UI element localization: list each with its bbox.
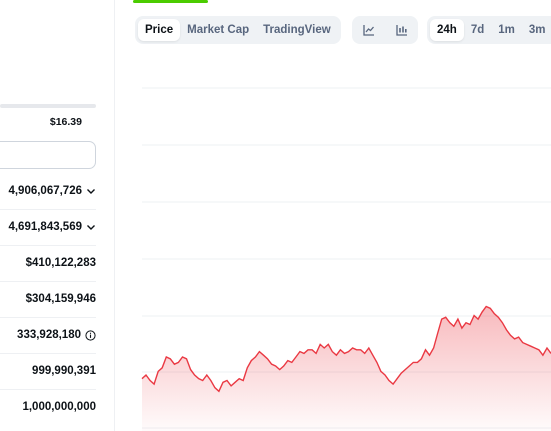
chevron-down-icon[interactable] — [86, 186, 96, 196]
time-range-tabs: 24h 7d 1m 3m — [427, 16, 551, 44]
tab-7d[interactable]: 7d — [470, 24, 485, 36]
active-section-indicator — [133, 0, 208, 3]
stat-row: 4,691,843,569 — [0, 209, 96, 246]
line-chart-icon[interactable] — [359, 20, 379, 40]
stat-row: $304,159,946 — [0, 281, 96, 318]
tab-tradingview[interactable]: TradingView — [263, 24, 331, 36]
chart-style-toggle — [352, 16, 418, 44]
stat-row: 1,000,000,000 — [0, 389, 96, 425]
tab-1m[interactable]: 1m — [498, 24, 515, 36]
stat-value: $304,159,946 — [25, 293, 96, 305]
stat-value: 4,691,843,569 — [8, 221, 82, 233]
price-area-fill — [142, 306, 551, 431]
stats-panel: $16.39 4,906,067,726 4,691,843,569 $410,12… — [0, 0, 115, 431]
price-range-bar — [0, 104, 96, 108]
stat-value: 333,928,180 — [17, 329, 81, 341]
converter-input[interactable] — [0, 141, 96, 169]
stat-row: 4,906,067,726 — [0, 173, 96, 210]
chart-view-tabs: Price Market Cap TradingView — [135, 16, 341, 44]
candlestick-chart-icon[interactable] — [392, 20, 412, 40]
stat-value: 1,000,000,000 — [22, 401, 96, 413]
stat-value: 999,990,391 — [32, 365, 96, 377]
stat-row: 999,990,391 — [0, 353, 96, 390]
stat-row: $410,122,283 — [0, 245, 96, 282]
price-line — [141, 305, 551, 393]
tab-24h[interactable]: 24h — [430, 19, 464, 41]
tab-3m[interactable]: 3m — [528, 24, 546, 36]
range-high-value: $16.39 — [49, 116, 82, 128]
chevron-down-icon[interactable] — [86, 222, 96, 232]
stat-value: $410,122,283 — [25, 257, 96, 269]
tab-price[interactable]: Price — [138, 19, 181, 41]
price-range: $16.39 — [0, 104, 100, 138]
tab-market-cap[interactable]: Market Cap — [187, 24, 250, 36]
stat-value: 4,906,067,726 — [8, 185, 82, 197]
stat-row: 333,928,180 — [0, 317, 96, 354]
info-icon[interactable] — [85, 329, 96, 341]
